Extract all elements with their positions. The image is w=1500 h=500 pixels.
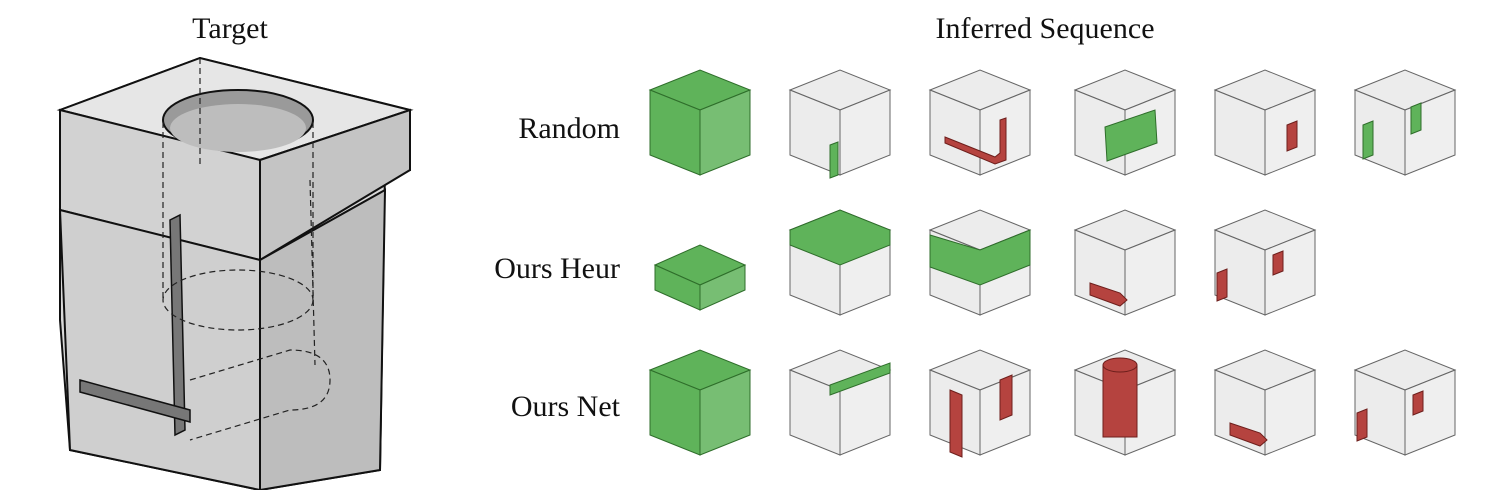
sequence-title: Inferred Sequence <box>935 12 1155 45</box>
sequence-step-random-5 <box>1205 65 1325 185</box>
sequence-step-ours-net-5 <box>1205 345 1325 465</box>
step-shape-small-post <box>788 69 892 179</box>
step-shape-floor-slot <box>1213 349 1317 456</box>
sequence-step-ours-net-3 <box>920 345 1040 465</box>
row-label-ours-net: Ours Net <box>510 390 620 423</box>
step-shape-two-plates <box>1353 69 1457 176</box>
step-shape-floor-slot <box>1073 209 1177 316</box>
sequence-step-ours-heur-2 <box>780 205 900 325</box>
step-shape-side-plates <box>1213 209 1317 316</box>
sequence-step-ours-heur-3 <box>920 205 1040 325</box>
sequence-step-random-2 <box>780 65 900 185</box>
target-title: Target <box>192 12 268 45</box>
sequence-step-ours-net-4 <box>1065 345 1185 465</box>
step-shape-tall-plates <box>928 349 1032 458</box>
target-model-figure <box>56 56 414 490</box>
sequence-step-ours-net-2 <box>780 345 900 465</box>
step-shape-box-full <box>648 69 752 176</box>
row-label-random: Random <box>518 112 620 145</box>
sequence-step-ours-heur-4 <box>1065 205 1185 325</box>
sequence-step-random-1 <box>640 65 760 185</box>
step-shape-shelf <box>788 349 892 456</box>
sequence-step-random-3 <box>920 65 1040 185</box>
sequence-step-ours-heur-5 <box>1205 205 1325 325</box>
step-shape-box-full <box>648 349 752 456</box>
sequence-step-ours-net-1 <box>640 345 760 465</box>
sequence-step-ours-heur-1 <box>640 205 760 325</box>
step-shape-mid-cyl-block <box>928 209 1032 316</box>
step-shape-l-bar <box>928 69 1032 176</box>
step-shape-side-plate <box>1213 69 1317 176</box>
sequence-step-random-4 <box>1065 65 1185 185</box>
sequence-step-random-6 <box>1345 65 1465 185</box>
step-shape-top-slab-cyl <box>788 209 892 316</box>
step-shape-side-plates <box>1353 349 1457 456</box>
step-shape-tray <box>653 244 747 311</box>
step-shape-cylinder <box>1073 349 1177 456</box>
row-label-ours-heur: Ours Heur <box>494 252 620 285</box>
step-shape-mid-block <box>1073 69 1177 176</box>
sequence-step-ours-net-6 <box>1345 345 1465 465</box>
